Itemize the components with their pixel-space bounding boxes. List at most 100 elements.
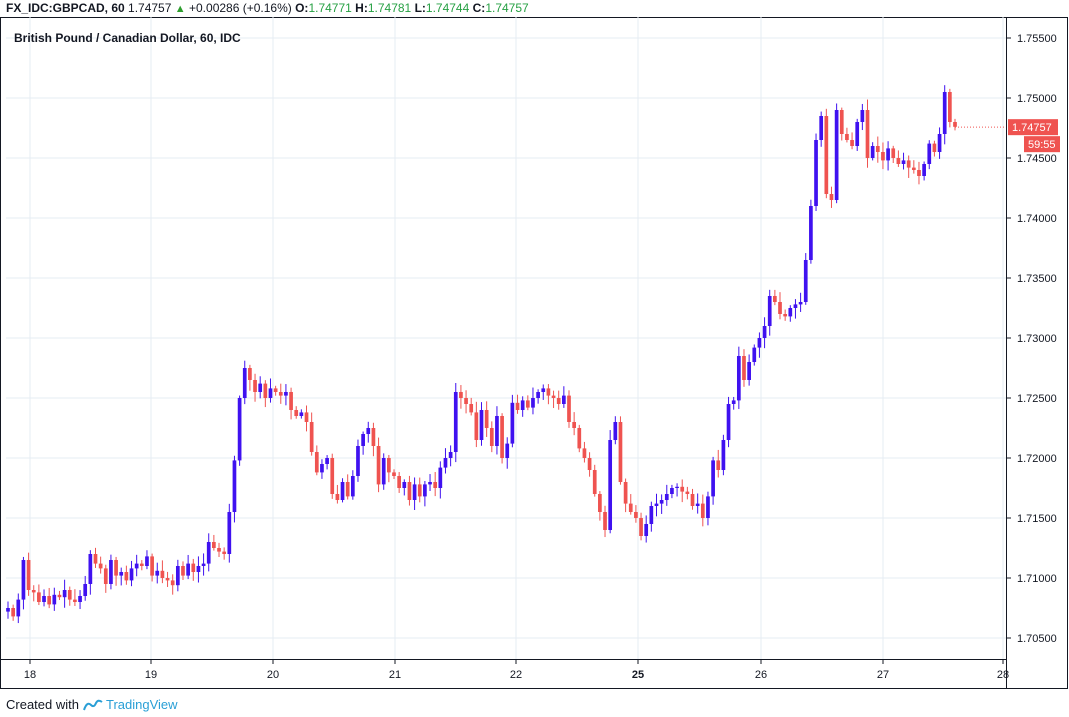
- candle-body: [16, 599, 21, 617]
- candle-body: [911, 167, 916, 170]
- price-chart[interactable]: 1.70500 1.71000 1.71500 1.72000 1.72500 1.730…: [0, 17, 1069, 689]
- price-axis[interactable]: 1.70500 1.71000 1.71500 1.72000 1.72500 1.730…: [1006, 17, 1057, 688]
- candle-body: [608, 440, 613, 530]
- candle-body: [824, 116, 829, 194]
- candle-body: [881, 152, 885, 161]
- candle-body: [803, 260, 808, 302]
- x-tick-label: 20: [267, 669, 279, 681]
- open-value: 1.74771: [308, 1, 352, 15]
- y-tick-label: 1.70500: [1017, 633, 1057, 645]
- candle-body: [438, 467, 443, 488]
- candle-body: [906, 160, 911, 168]
- candle-body: [489, 428, 494, 446]
- candle-body: [834, 110, 839, 200]
- candle-body: [644, 524, 649, 536]
- candle-body: [536, 392, 540, 398]
- high-value: 1.74781: [367, 1, 412, 15]
- x-tick-label: 21: [389, 669, 401, 681]
- candle-body: [685, 491, 690, 494]
- candle-body: [762, 326, 767, 338]
- candle-body: [42, 596, 46, 602]
- x-tick-label: 28: [997, 669, 1009, 681]
- candle-body: [556, 398, 561, 404]
- candle-body: [62, 590, 67, 598]
- candle-body: [114, 560, 118, 576]
- tradingview-logo[interactable]: TradingView: [83, 697, 178, 712]
- candles: [6, 85, 957, 624]
- last-price: 1.74757: [128, 1, 172, 15]
- candle-body: [21, 560, 26, 600]
- candle-body: [721, 440, 726, 470]
- candle-body: [788, 308, 793, 317]
- change-up-icon: ▲: [174, 3, 186, 15]
- x-tick-label: 27: [877, 669, 889, 681]
- candle-body: [392, 472, 396, 476]
- candle-body: [628, 503, 633, 512]
- x-tick-label: 25: [632, 669, 644, 681]
- low-label: L:: [414, 1, 426, 15]
- candle-body: [726, 404, 731, 440]
- candle-body: [299, 412, 304, 416]
- candle-body: [345, 482, 350, 497]
- candle-body: [273, 388, 278, 392]
- candle-body: [567, 395, 571, 422]
- candle-body: [258, 383, 263, 392]
- y-tick-label: 1.75000: [1017, 93, 1057, 105]
- change-value: +0.00286 (+0.16%): [189, 1, 292, 15]
- candle-body: [242, 368, 247, 398]
- candle-body: [330, 458, 335, 494]
- candle-body: [623, 482, 628, 504]
- candle-body: [747, 362, 751, 380]
- candle-body: [767, 296, 772, 326]
- candle-body: [752, 347, 757, 362]
- candle-body: [93, 554, 98, 564]
- candle-body: [387, 458, 391, 473]
- candle-body: [598, 494, 602, 512]
- candle-body: [11, 608, 15, 617]
- candle-body: [664, 494, 669, 500]
- candle-body: [284, 392, 288, 396]
- candle-body: [551, 395, 556, 398]
- y-tick-label: 1.71000: [1017, 573, 1057, 585]
- y-tick-label: 1.75500: [1017, 33, 1057, 45]
- candle-body: [757, 338, 762, 348]
- candle-body: [340, 482, 345, 500]
- candle-body: [88, 554, 93, 584]
- price-tag: [1008, 119, 1058, 136]
- candle-body: [525, 400, 530, 408]
- candle-body: [181, 566, 185, 576]
- candle-body: [78, 596, 82, 602]
- candle-body: [932, 143, 937, 152]
- candle-body: [201, 563, 206, 566]
- candle-body: [314, 452, 319, 473]
- candle-body: [917, 170, 921, 176]
- candle-body: [206, 542, 211, 564]
- candle-body: [922, 164, 926, 176]
- chart-border: [0, 17, 1068, 689]
- candle-body: [412, 484, 417, 500]
- candle-body: [165, 578, 170, 581]
- candle-body: [649, 506, 654, 524]
- candle-body: [670, 488, 674, 494]
- candle-body: [459, 392, 463, 398]
- time-axis[interactable]: 18 19 20 21 22 25 26 27 28: [0, 659, 1009, 681]
- candle-body: [124, 572, 129, 581]
- chart-title: British Pound / Canadian Dollar, 60, IDC: [14, 31, 241, 45]
- candle-body: [942, 92, 947, 134]
- candle-body: [865, 110, 870, 158]
- candle-body: [659, 500, 664, 504]
- candle-body: [356, 446, 360, 476]
- candle-body: [773, 296, 777, 302]
- candle-body: [423, 484, 427, 497]
- x-tick-label: 18: [24, 669, 36, 681]
- candle-body: [294, 410, 299, 416]
- tradingview-icon: [83, 699, 103, 710]
- candle-body: [809, 206, 813, 260]
- candle-body: [819, 116, 824, 140]
- countdown-label: 59:55: [1028, 139, 1056, 151]
- candle-body: [109, 560, 113, 584]
- candle-body: [860, 110, 865, 122]
- candle-body: [515, 402, 520, 410]
- candle-body: [407, 482, 412, 500]
- candle-body: [278, 392, 283, 396]
